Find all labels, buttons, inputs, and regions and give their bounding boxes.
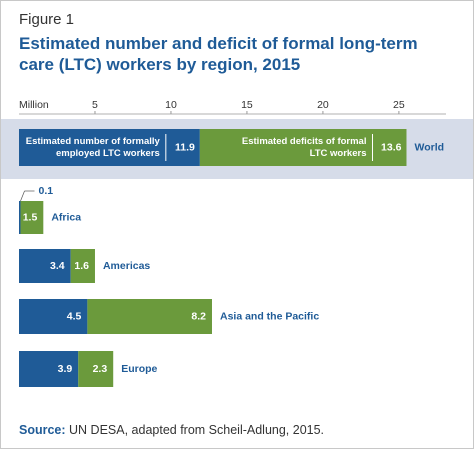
x-axis-label: Million [19, 99, 49, 111]
legend-entry: Estimated deficits of formal LTC workers [241, 135, 367, 159]
value-label: 1.5 [23, 211, 38, 223]
x-tick-label: 10 [165, 99, 177, 111]
category-label: Africa [51, 211, 81, 223]
legend-entry: Estimated number of formally employed LT… [25, 135, 160, 159]
bar-segment [19, 299, 88, 334]
bar-segment [70, 249, 95, 283]
figure-label: Figure 1 [19, 11, 75, 28]
bar-segment [19, 351, 79, 387]
bar-segment [19, 201, 21, 234]
value-label: 2.3 [93, 363, 108, 375]
category-label: Americas [103, 260, 150, 272]
value-label: 8.2 [191, 310, 206, 322]
bar-segment [87, 299, 212, 334]
category-label: Europe [121, 363, 157, 375]
chart-title: Estimated number and deficit of formal l… [19, 34, 418, 74]
x-tick-label: 20 [317, 99, 329, 111]
x-tick-label: 25 [393, 99, 405, 111]
category-label: World [414, 141, 444, 153]
bar-segment [19, 129, 200, 166]
source: Source: UN DESA, adapted from Scheil-Adl… [19, 423, 324, 437]
category-label: Asia and the Pacific [220, 310, 319, 322]
value-label: 0.1 [39, 185, 54, 197]
x-tick-label: 15 [241, 99, 253, 111]
value-label: 11.9 [175, 141, 195, 153]
value-label: 3.4 [50, 260, 65, 272]
bar-segment [19, 249, 71, 283]
x-tick-label: 5 [92, 99, 98, 111]
value-label: 1.6 [74, 260, 89, 272]
value-label: 4.5 [67, 310, 82, 322]
source-text: UN DESA, adapted from Scheil-Adlung, 201… [69, 423, 325, 437]
value-label: 3.9 [58, 363, 73, 375]
bar-segment [78, 351, 114, 387]
bar-segment [20, 201, 44, 234]
leader-line [20, 190, 25, 202]
source-label: Source: [19, 423, 66, 437]
value-label: 13.6 [381, 141, 402, 153]
